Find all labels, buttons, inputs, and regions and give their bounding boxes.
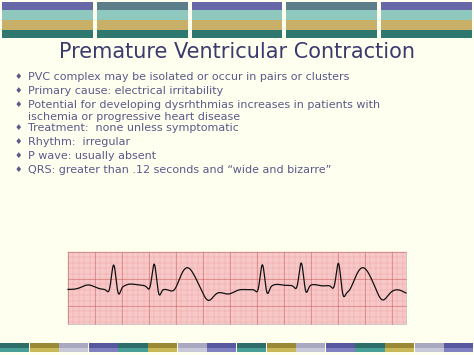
Bar [191, 20, 283, 30]
Bar [97, 30, 188, 38]
Bar [59, 348, 88, 352]
Bar [2, 2, 93, 10]
Text: Treatment:  none unless symptomatic: Treatment: none unless symptomatic [28, 123, 239, 133]
Bar [0, 348, 29, 352]
Bar [381, 10, 472, 20]
Bar [191, 10, 283, 20]
Text: ♦: ♦ [14, 137, 22, 146]
Bar [286, 20, 377, 30]
Bar [444, 348, 474, 352]
Text: P wave: usually absent: P wave: usually absent [28, 151, 156, 161]
Bar [2, 20, 93, 30]
Text: Premature Ventricular Contraction: Premature Ventricular Contraction [59, 42, 415, 62]
Bar [356, 343, 384, 348]
Text: ♦: ♦ [14, 72, 22, 81]
Text: PVC complex may be isolated or occur in pairs or clusters: PVC complex may be isolated or occur in … [28, 72, 349, 82]
Bar [59, 343, 88, 348]
Bar [191, 30, 283, 38]
Bar [415, 343, 444, 348]
Bar [237, 343, 266, 348]
Bar [29, 343, 59, 348]
Bar [286, 10, 377, 20]
Bar [444, 343, 474, 348]
Bar [296, 343, 325, 348]
Bar [118, 343, 147, 348]
Bar [381, 20, 472, 30]
Bar [207, 343, 237, 348]
Bar [97, 2, 188, 10]
Bar [237, 348, 266, 352]
Bar [381, 30, 472, 38]
Bar [178, 343, 207, 348]
Bar [97, 20, 188, 30]
Text: ♦: ♦ [14, 123, 22, 132]
Text: Primary cause: electrical irritability: Primary cause: electrical irritability [28, 86, 223, 96]
Text: ♦: ♦ [14, 86, 22, 95]
Bar [207, 348, 237, 352]
Text: ♦: ♦ [14, 151, 22, 160]
Bar [266, 348, 296, 352]
Bar [148, 343, 177, 348]
Text: ♦: ♦ [14, 165, 22, 174]
Bar [381, 2, 472, 10]
Bar [266, 343, 296, 348]
Bar [415, 348, 444, 352]
Text: Potential for developing dysrhthmias increases in patients with
ischemia or prog: Potential for developing dysrhthmias inc… [28, 100, 380, 122]
Bar [326, 348, 355, 352]
Bar [0, 343, 29, 348]
Text: QRS: greater than .12 seconds and “wide and bizarre”: QRS: greater than .12 seconds and “wide … [28, 165, 331, 175]
Bar [296, 348, 325, 352]
Bar [68, 252, 406, 324]
Bar [191, 2, 283, 10]
Bar [118, 348, 147, 352]
Bar [326, 343, 355, 348]
Text: ♦: ♦ [14, 100, 22, 109]
Bar [97, 10, 188, 20]
Bar [148, 348, 177, 352]
Bar [178, 348, 207, 352]
Bar [89, 348, 118, 352]
Bar [89, 343, 118, 348]
Bar [385, 348, 414, 352]
Bar [29, 348, 59, 352]
Bar [356, 348, 384, 352]
Text: Rhythm:  irregular: Rhythm: irregular [28, 137, 130, 147]
Bar [385, 343, 414, 348]
Bar [2, 30, 93, 38]
Bar [286, 2, 377, 10]
Bar [286, 30, 377, 38]
Bar [2, 10, 93, 20]
